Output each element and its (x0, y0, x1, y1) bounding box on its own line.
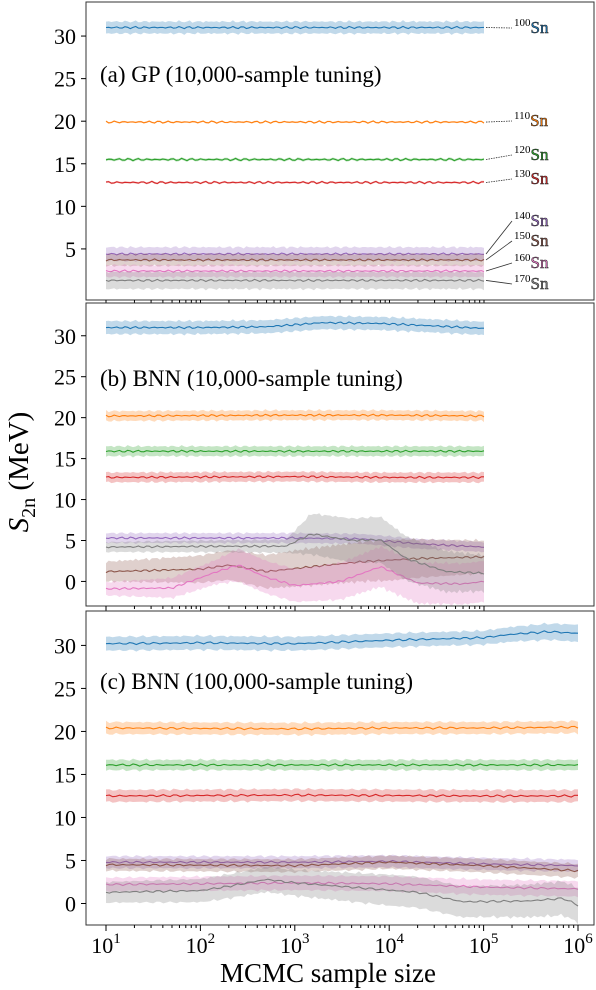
y-tick-label: 5 (65, 528, 76, 553)
y-tick-label: 5 (65, 237, 76, 262)
series-band-150Sn (106, 538, 484, 590)
y-tick-label: 25 (54, 365, 76, 390)
leader-line-160Sn (485, 262, 513, 272)
series-band-100Sn (106, 622, 578, 652)
series-band-100Sn (106, 20, 484, 35)
series-label-120Sn: 120Sn (514, 144, 549, 164)
x-tick-label: 105 (469, 931, 499, 958)
series-band-120Sn (106, 157, 484, 162)
leader-line-120Sn (485, 154, 513, 160)
y-tick-label: 30 (54, 24, 76, 49)
y-tick-label: 30 (54, 633, 76, 658)
series-line-110Sn (105, 725, 579, 731)
x-tick-label: 101 (91, 931, 121, 958)
x-tick-label: 104 (374, 931, 404, 958)
y-tick-label: 30 (54, 324, 76, 349)
y-axis-label-symbol: S (3, 517, 35, 532)
series-line-150Sn (105, 555, 485, 574)
x-axis-label: MCMC sample size (220, 958, 436, 988)
y-tick-label: 25 (54, 676, 76, 701)
y-tick-label: 20 (54, 719, 76, 744)
series-label-110Sn: 110Sn (514, 110, 549, 130)
y-axis-label-unit: (MeV) (3, 412, 35, 498)
series-line-120Sn (105, 157, 485, 162)
series-band-120Sn (106, 445, 484, 458)
y-axis-label: S2n (MeV) (3, 412, 40, 533)
series-label-100Sn: 100Sn (514, 17, 549, 37)
series-line-150Sn (105, 861, 579, 873)
series-band-170Sn (106, 270, 484, 291)
series-line-110Sn (105, 413, 485, 418)
series-line-140Sn (105, 252, 484, 256)
series-band-130Sn (106, 470, 484, 484)
x-tick-label: 106 (563, 931, 593, 958)
panel-title: (c) BNN (100,000-sample tuning) (100, 669, 413, 694)
leader-line-170Sn (485, 280, 513, 285)
series-line-170Sn (105, 878, 579, 907)
panel-frame (85, 610, 595, 926)
y-tick-label: 15 (54, 152, 76, 177)
y-tick-label: 15 (54, 762, 76, 787)
series-line-100Sn (105, 630, 579, 646)
panel-title: (a) GP (10,000-sample tuning) (100, 62, 381, 87)
panel-frame (85, 302, 595, 607)
series-label-170Sn: 170Sn (514, 273, 549, 293)
series-line-160Sn (105, 269, 485, 273)
series-label-150Sn: 150Sn (514, 230, 549, 250)
series-line-130Sn (105, 793, 578, 798)
series-line-140Sn (105, 536, 485, 548)
series-line-170Sn (105, 278, 485, 283)
leader-line-150Sn (485, 240, 513, 261)
leader-line-130Sn (485, 178, 513, 183)
series-label-160Sn: 160Sn (514, 252, 549, 272)
panel-title: (b) BNN (10,000-sample tuning) (100, 366, 403, 391)
y-tick-label: 5 (65, 848, 76, 873)
series-line-110Sn (105, 120, 485, 124)
y-tick-label: 20 (54, 109, 76, 134)
series-band-160Sn (106, 263, 484, 279)
series-line-120Sn (105, 763, 579, 767)
series-label-140Sn: 140Sn (514, 210, 549, 230)
x-tick-label: 102 (186, 931, 216, 958)
leader-line-110Sn (485, 120, 513, 123)
y-tick-label: 10 (54, 805, 76, 830)
y-tick-label: 10 (54, 488, 76, 513)
series-band-100Sn (106, 315, 484, 336)
y-tick-label: 15 (54, 447, 76, 472)
series-band-150Sn (106, 854, 578, 879)
series-line-100Sn (105, 25, 485, 30)
series-line-100Sn (105, 321, 484, 330)
y-tick-label: 10 (54, 194, 76, 219)
y-tick-label: 25 (54, 67, 76, 92)
series-line-160Sn (105, 564, 485, 591)
y-tick-label: 0 (65, 891, 76, 916)
y-axis-label-subscript: 2n (18, 498, 40, 518)
panels-layer: 51015202530100Sn110Sn120Sn130Sn140Sn150S… (54, 1, 595, 958)
series-line-130Sn (105, 180, 485, 185)
series-label-130Sn: 130Sn (514, 168, 549, 188)
series-line-120Sn (105, 449, 485, 453)
series-line-160Sn (105, 881, 579, 890)
series-band-170Sn (106, 866, 578, 925)
series-band-120Sn (106, 758, 578, 772)
panel-frame (85, 1, 595, 301)
panel-1: 5 10 15 20 25 30 100Sn 110Sn 120Sn 130Sn 140Sn150S… (54, 1, 595, 306)
series-line-130Sn (105, 475, 484, 480)
series-band-160Sn (106, 545, 484, 606)
y-tick-label: 0 (65, 569, 76, 594)
leader-line-140Sn (485, 220, 513, 255)
series-line-140Sn (105, 859, 579, 867)
x-tick-label: 103 (280, 931, 310, 958)
series-line-170Sn (105, 533, 485, 575)
panel-3: 0 5 10 15 20 25 30 101 102 103 104 105 106 (c) BNN (1… (54, 610, 595, 958)
series-band-160Sn (106, 874, 578, 898)
y-tick-label: 20 (54, 406, 76, 431)
series-line-150Sn (105, 258, 485, 262)
panel-2: 0 5 10 15 20 25 30 (b) BNN (10,000-sample tunin… (54, 302, 595, 612)
series-band-170Sn (106, 513, 484, 594)
